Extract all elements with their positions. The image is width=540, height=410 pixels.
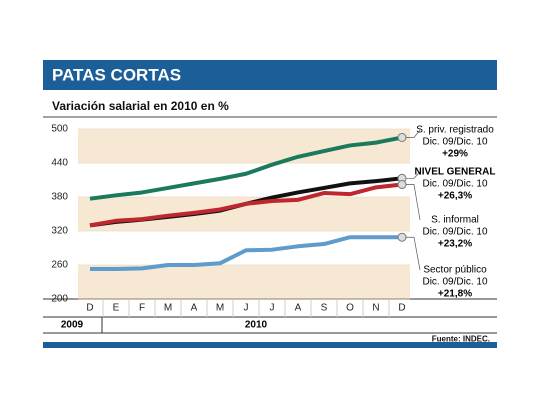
- x-tick-label: A: [295, 303, 302, 314]
- year-label: 2009: [61, 320, 84, 331]
- series-change: +21,8%: [438, 289, 472, 300]
- chart-subtitle: Variación salarial en 2010 en %: [52, 99, 229, 113]
- series-label: S. priv. registrado: [416, 125, 494, 136]
- x-tick-label: M: [164, 303, 172, 314]
- series-period: Dic. 09/Dic. 10: [422, 227, 487, 238]
- y-tick-label: 260: [51, 260, 68, 271]
- x-tick-label: D: [398, 303, 405, 314]
- year-label: 2010: [245, 320, 268, 331]
- x-tick-label: A: [191, 303, 198, 314]
- x-tick-label: D: [86, 303, 93, 314]
- end-marker: [397, 133, 407, 142]
- x-tick-label: J: [270, 303, 275, 314]
- y-tick-label: 440: [51, 158, 68, 169]
- end-marker: [397, 180, 407, 190]
- series-label: S. informal: [431, 215, 479, 226]
- x-tick-label: S: [321, 303, 328, 314]
- series-label: Sector público: [423, 265, 487, 276]
- x-tick-label: M: [216, 303, 224, 314]
- chart-title: PATAS CORTAS: [52, 65, 181, 84]
- leader-line: [406, 184, 421, 221]
- series-line: [89, 182, 403, 228]
- series-change: +23,2%: [438, 239, 472, 250]
- series-change: +29%: [442, 149, 468, 160]
- leader-line: [406, 129, 421, 138]
- end-marker: [397, 232, 407, 242]
- y-tick-label: 320: [51, 226, 68, 237]
- series-period: Dic. 09/Dic. 10: [422, 277, 487, 288]
- footer-bar: [43, 342, 497, 348]
- x-tick-label: N: [372, 303, 379, 314]
- series-period: Dic. 09/Dic. 10: [422, 179, 487, 190]
- series-line: [89, 135, 403, 201]
- leader-line: [406, 236, 421, 271]
- x-tick-label: J: [244, 303, 249, 314]
- x-tick-label: O: [346, 303, 354, 314]
- band: [78, 265, 410, 299]
- y-tick-label: 380: [51, 192, 68, 203]
- header-bar: [43, 60, 497, 90]
- series-change: +26,3%: [438, 191, 472, 202]
- series-label: NIVEL GENERAL: [415, 167, 496, 178]
- y-tick-label: 200: [51, 294, 68, 305]
- source: Fuente: INDEC.: [432, 335, 490, 344]
- series-period: Dic. 09/Dic. 10: [422, 137, 487, 148]
- band: [78, 197, 410, 231]
- series-line: [90, 235, 402, 271]
- y-tick-label: 500: [51, 124, 68, 135]
- leader-line: [406, 171, 421, 179]
- x-tick-label: E: [113, 303, 120, 314]
- x-tick-label: F: [139, 303, 145, 314]
